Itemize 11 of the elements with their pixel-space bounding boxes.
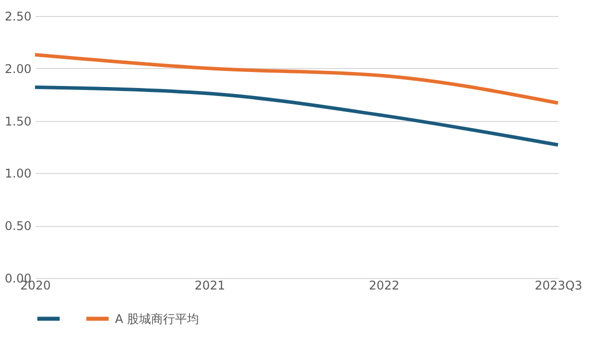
x-tick-label: 2022 [368, 278, 400, 292]
y-tick-label: 1.00 [4, 166, 32, 181]
y-tick-label: 1.50 [4, 114, 32, 128]
line-series [33, 53, 560, 105]
y-tick-label: 2.00 [4, 62, 32, 76]
y-tick-label: 2.50 [4, 10, 32, 24]
line-series [33, 86, 560, 147]
y-tick-label: 0.50 [4, 219, 32, 234]
legend-label: A 股城商行平均 [115, 312, 200, 326]
x-tick-label: 2023Q3 [534, 278, 582, 292]
x-tick-label: 2021 [194, 278, 226, 292]
